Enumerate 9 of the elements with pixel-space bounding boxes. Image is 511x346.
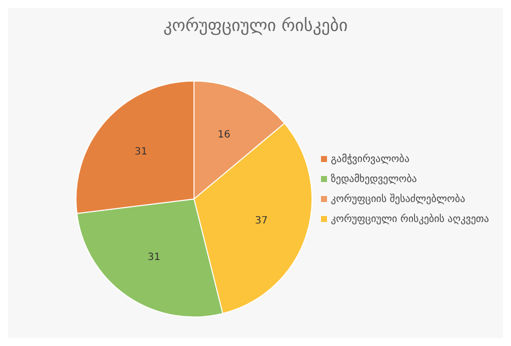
- legend-label: გამჭვირვალობა: [330, 154, 410, 165]
- data-label: 37: [254, 215, 268, 226]
- data-label: 16: [218, 129, 230, 140]
- legend-label: კორუფციის შესაძლებლობა: [330, 194, 466, 205]
- chart-title: კორუფციული რისკები: [162, 15, 349, 38]
- legend-label: ზედამხედველობა: [330, 174, 417, 185]
- data-label: 31: [148, 252, 160, 263]
- legend-label: კორუფციული რისკების აღკვეთა: [330, 214, 489, 225]
- data-label: 31: [134, 146, 148, 158]
